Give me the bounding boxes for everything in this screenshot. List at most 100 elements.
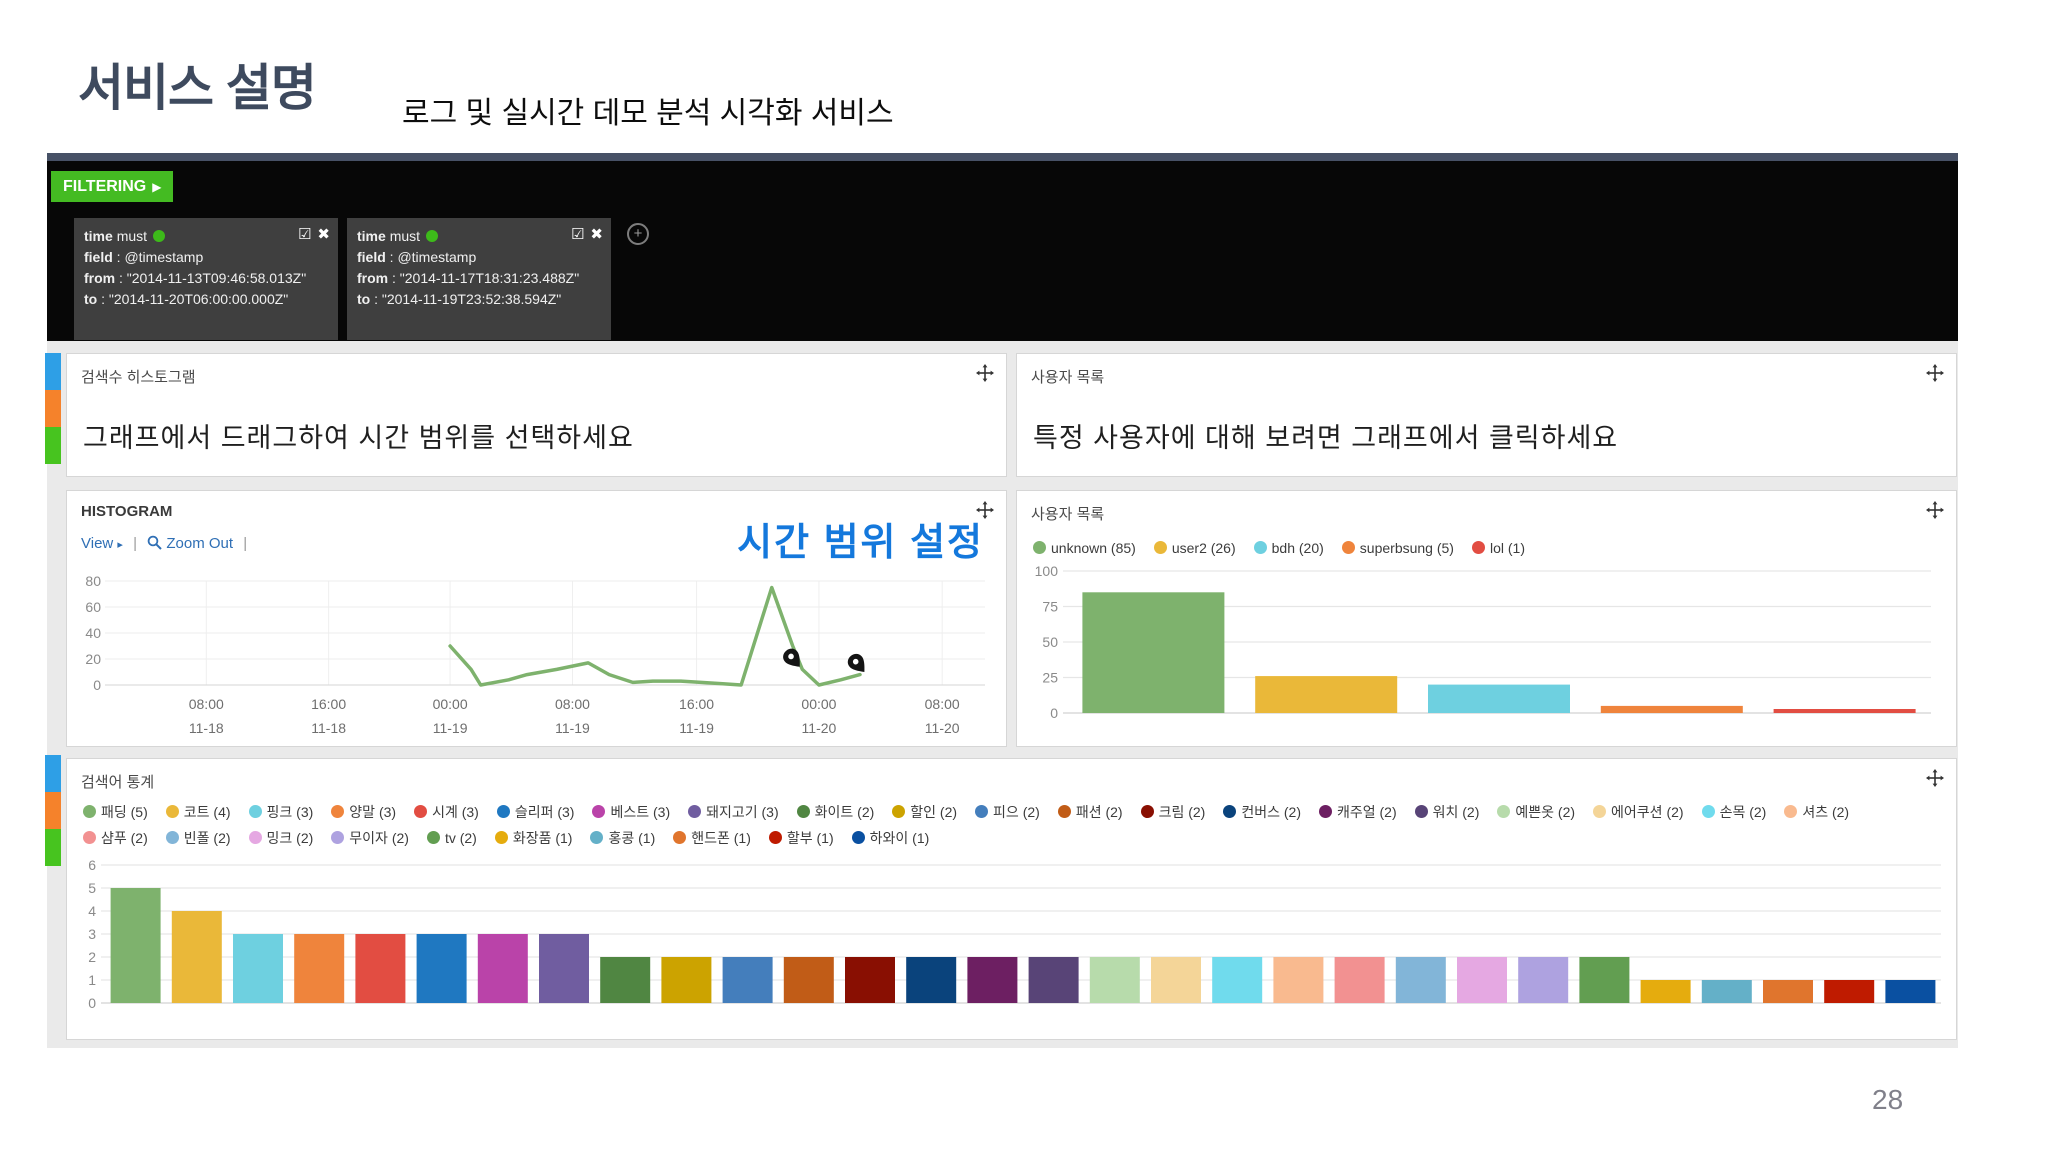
keyword-legend-item[interactable]: 하와이 (1)	[851, 825, 929, 851]
keyword-legend-item[interactable]: 베스트 (3)	[592, 799, 670, 825]
keyword-legend-item[interactable]: 워치 (2)	[1414, 799, 1479, 825]
annotation-time-range: 시간 범위 설정	[737, 522, 984, 564]
move-panel-icon[interactable]	[976, 501, 994, 519]
keyword-bar[interactable]	[1579, 957, 1630, 1003]
filter-field-label: field	[357, 249, 386, 265]
svg-text:11-20: 11-20	[925, 720, 960, 736]
keyword-bar[interactable]	[845, 957, 895, 1003]
keyword-bar[interactable]	[355, 934, 406, 1003]
keyword-legend-item[interactable]: 패션 (2)	[1057, 799, 1123, 825]
legend-dot-icon	[673, 831, 687, 844]
keyword-bar[interactable]	[661, 957, 712, 1003]
user-legend-item[interactable]: bdh (20)	[1253, 535, 1324, 561]
keyword-legend-item[interactable]: 화장품 (1)	[494, 825, 572, 851]
keyword-legend-item[interactable]: 컨버스 (2)	[1223, 799, 1301, 825]
keyword-legend-item[interactable]: 크림 (2)	[1140, 799, 1205, 825]
filter-toggle-checkbox-icon[interactable]: ☑	[570, 226, 585, 243]
move-panel-icon[interactable]	[1926, 364, 1944, 382]
user-bar[interactable]	[1600, 705, 1743, 713]
keyword-legend-item[interactable]: 밍크 (2)	[248, 825, 313, 851]
svg-text:75: 75	[1042, 599, 1058, 615]
user-legend-item[interactable]: lol (1)	[1471, 535, 1525, 561]
keyword-legend-item[interactable]: 빈폴 (2)	[165, 825, 231, 851]
filtering-button[interactable]: FILTERING ▶	[51, 171, 174, 202]
keyword-bar[interactable]	[600, 957, 651, 1003]
keyword-legend-item[interactable]: 손목 (2)	[1701, 799, 1766, 825]
add-filter-icon[interactable]: +	[627, 223, 649, 245]
keyword-legend-item[interactable]: 샴푸 (2)	[83, 825, 148, 851]
keyword-bar[interactable]	[416, 934, 467, 1003]
keyword-bar[interactable]	[1763, 980, 1813, 1003]
user-legend-item[interactable]: superbsung (5)	[1341, 535, 1454, 561]
keyword-bar[interactable]	[1640, 980, 1691, 1003]
keyword-bar[interactable]	[1518, 957, 1569, 1003]
keyword-legend-item[interactable]: 예쁜옷 (2)	[1497, 799, 1575, 825]
time-marker-tag-icon[interactable]	[780, 646, 806, 672]
user-legend-item[interactable]: unknown (85)	[1033, 535, 1136, 561]
keyword-bar[interactable]	[1395, 957, 1446, 1003]
move-panel-icon[interactable]	[1926, 769, 1944, 787]
keyword-legend-item[interactable]: 슬리퍼 (3)	[496, 799, 574, 825]
keyword-bar[interactable]	[1089, 957, 1140, 1003]
svg-text:16:00: 16:00	[679, 696, 714, 712]
keyword-legend-item[interactable]: 피으 (2)	[975, 799, 1040, 825]
keyword-bar[interactable]	[233, 934, 283, 1003]
histogram-line-chart[interactable]: 0 20 40 60 80 08:00 11-18 16:00 11-18 00:00 11-19 0…	[73, 573, 1001, 748]
keyword-legend-item[interactable]: tv (2)	[426, 825, 477, 851]
keyword-bar[interactable]	[477, 934, 528, 1003]
user-bar[interactable]	[1428, 684, 1570, 713]
user-bar[interactable]	[1082, 592, 1225, 713]
keyword-legend-item[interactable]: 돼지고기 (3)	[688, 799, 779, 825]
keyword-bar[interactable]	[1151, 957, 1201, 1003]
keyword-bar[interactable]	[967, 957, 1018, 1003]
keyword-bar[interactable]	[722, 957, 773, 1003]
legend-dot-icon	[1318, 805, 1332, 818]
row-collapse-strip-top[interactable]	[45, 353, 61, 464]
keyword-bar-chart[interactable]: 6 5 4 3 2 1 0	[73, 855, 1951, 1032]
svg-text:00:00: 00:00	[801, 696, 836, 712]
kibana-dashboard: FILTERING ▶ ☑ ✖ time must field : @timesta…	[45, 153, 1958, 1048]
zoom-out-link[interactable]: Zoom Out	[166, 535, 234, 552]
keyword-bar[interactable]	[906, 957, 957, 1003]
keyword-legend-item[interactable]: 패딩 (5)	[83, 799, 148, 825]
keyword-bar[interactable]	[294, 934, 345, 1003]
keyword-legend-item[interactable]: 셔츠 (2)	[1784, 799, 1849, 825]
user-bar[interactable]	[1255, 676, 1398, 713]
keyword-legend-item[interactable]: 코트 (4)	[165, 799, 231, 825]
view-menu-link[interactable]: View ▸	[81, 535, 123, 552]
keyword-bar[interactable]	[1885, 980, 1936, 1003]
histogram-line[interactable]	[448, 585, 862, 687]
keyword-legend-item[interactable]: 할인 (2)	[892, 799, 957, 825]
keyword-legend-item[interactable]: 에어쿠션 (2)	[1593, 799, 1684, 825]
move-panel-icon[interactable]	[1926, 501, 1944, 519]
keyword-bar[interactable]	[1457, 957, 1507, 1003]
keyword-legend-item[interactable]: 무이자 (2)	[331, 825, 409, 851]
keyword-bar[interactable]	[1028, 957, 1079, 1003]
keyword-legend-item[interactable]: 핑크 (3)	[248, 799, 313, 825]
filter-remove-icon[interactable]: ✖	[317, 226, 330, 243]
keyword-bar[interactable]	[171, 911, 222, 1003]
keyword-legend-item[interactable]: 핸드폰 (1)	[673, 825, 751, 851]
keyword-bar[interactable]	[1824, 980, 1875, 1003]
keyword-legend-item[interactable]: 캐주얼 (2)	[1318, 799, 1397, 825]
move-panel-icon[interactable]	[976, 364, 994, 382]
filter-remove-icon[interactable]: ✖	[590, 226, 603, 243]
keyword-legend-item[interactable]: 양말 (3)	[331, 799, 396, 825]
keyword-bar[interactable]	[1273, 957, 1324, 1003]
row-collapse-strip-bottom[interactable]	[45, 755, 61, 866]
time-marker-tag-icon[interactable]	[845, 651, 871, 677]
user-legend-item[interactable]: user2 (26)	[1153, 535, 1236, 561]
user-bar-chart[interactable]: 100 75 50 25 0	[1023, 561, 1951, 746]
keyword-bar[interactable]	[783, 957, 834, 1003]
keyword-legend-item[interactable]: 홍콩 (1)	[590, 825, 655, 851]
keyword-legend-item[interactable]: 시계 (3)	[414, 799, 479, 825]
keyword-bar[interactable]	[539, 934, 589, 1003]
user-bar[interactable]	[1773, 709, 1916, 713]
keyword-bar[interactable]	[1212, 957, 1263, 1003]
filter-toggle-checkbox-icon[interactable]: ☑	[297, 226, 312, 243]
keyword-legend-item[interactable]: 할부 (1)	[768, 825, 834, 851]
keyword-bar[interactable]	[1334, 957, 1385, 1003]
keyword-legend-item[interactable]: 화이트 (2)	[796, 799, 874, 825]
keyword-bar[interactable]	[1701, 980, 1752, 1003]
keyword-bar[interactable]	[110, 888, 161, 1003]
